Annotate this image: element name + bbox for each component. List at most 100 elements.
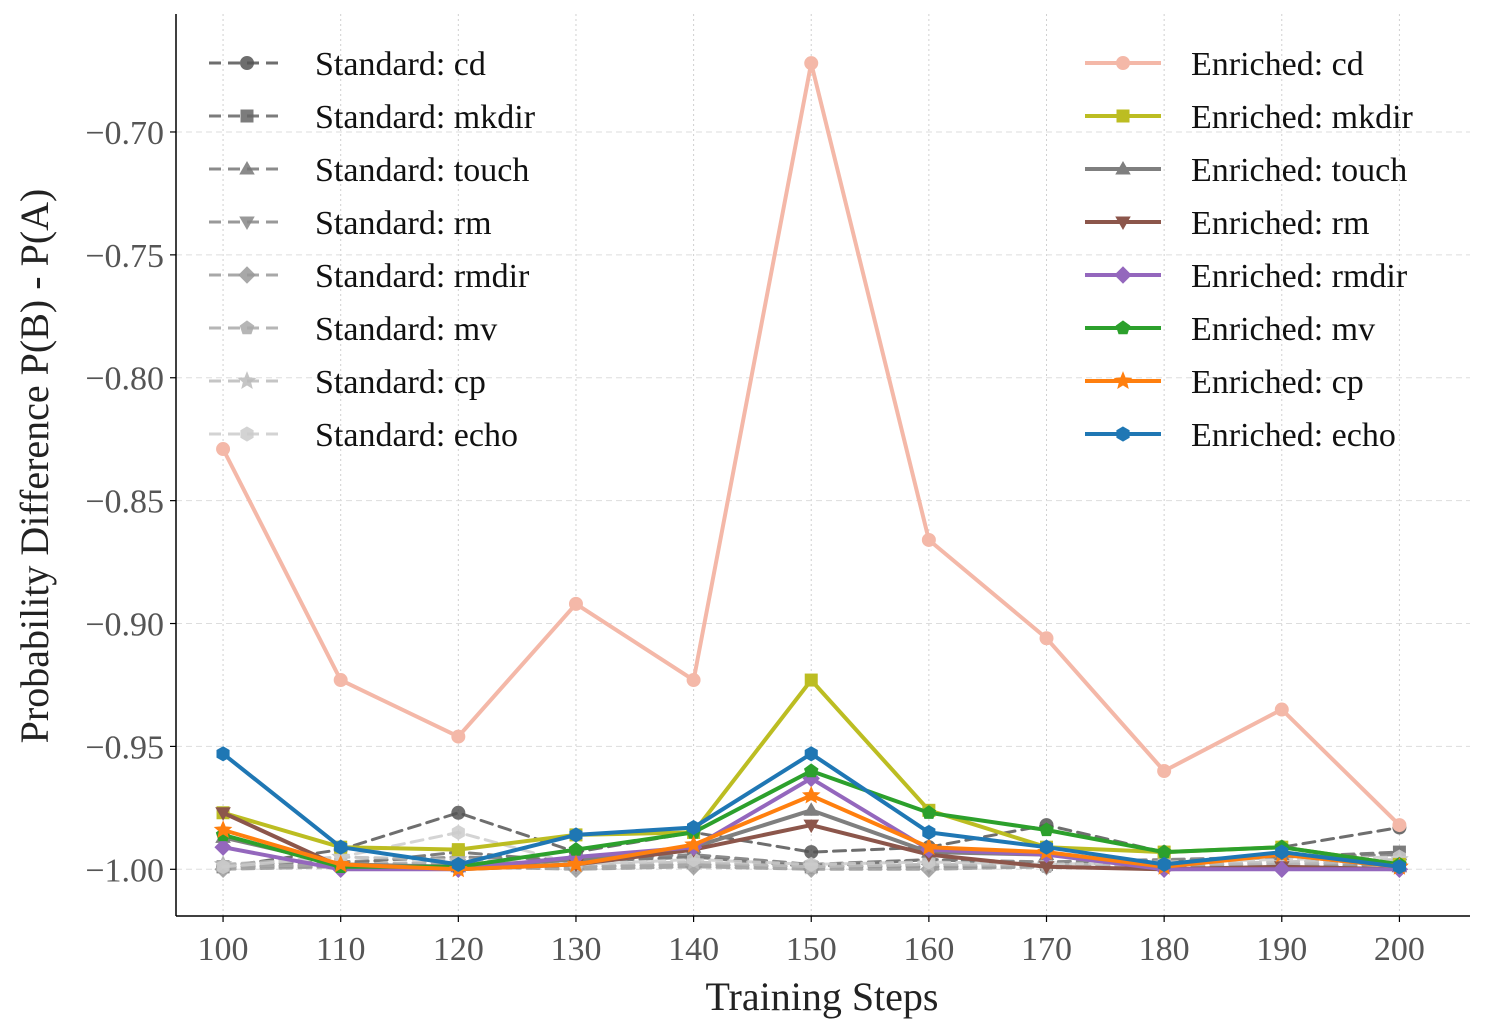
- data-point-enriched-echo: [569, 827, 583, 843]
- data-point-enriched-echo: [1157, 856, 1171, 872]
- legend-marker-enriched-cp: [1113, 371, 1133, 389]
- data-point-enriched-cp: [566, 854, 586, 873]
- legend-label: Enriched: touch: [1191, 152, 1407, 189]
- data-point-enriched-cd: [804, 56, 819, 71]
- legend-item-enriched-rm: Enriched: rm: [1085, 205, 1369, 242]
- legend-item-standard-cd: Standard: cd: [209, 46, 486, 83]
- legend-item-enriched-mv: Enriched: mv: [1085, 311, 1375, 348]
- data-point-enriched-mv: [921, 805, 937, 819]
- legend-item-standard-touch: Standard: touch: [209, 152, 529, 189]
- data-point-enriched-mv: [804, 763, 819, 778]
- legend-label: Enriched: mv: [1191, 311, 1375, 348]
- enriched-series-group: [213, 56, 1409, 879]
- x-tick-label: 150: [786, 931, 837, 968]
- y-axis-title: Probability Difference P(B) - P(A): [12, 189, 57, 744]
- data-point-enriched-mv: [568, 841, 584, 856]
- data-point-standard-echo: [804, 856, 818, 872]
- y-tick-label: −0.95: [85, 729, 164, 766]
- data-point-enriched-mv: [1039, 822, 1054, 837]
- legend-marker-standard-echo: [240, 426, 254, 442]
- series-enriched-echo: [216, 746, 1406, 875]
- x-tick-label: 140: [668, 931, 719, 968]
- legend-item-enriched-touch: Enriched: touch: [1085, 152, 1407, 189]
- legend-label: Standard: echo: [315, 417, 518, 454]
- data-point-enriched-mkdir: [451, 843, 465, 857]
- x-axis-title: Training Steps: [705, 974, 938, 1019]
- series-line-standard-cd: [221, 811, 1401, 869]
- legend-label: Enriched: rmdir: [1191, 258, 1408, 295]
- data-point-enriched-echo: [1275, 844, 1289, 860]
- legend-item-standard-rm: Standard: rm: [209, 205, 492, 242]
- legend-label: Standard: cd: [315, 46, 486, 83]
- x-tick-label: 100: [198, 931, 249, 968]
- legend-label: Standard: cp: [315, 364, 486, 401]
- legend-marker-standard-rm: [239, 216, 255, 231]
- data-point-standard-echo: [216, 859, 230, 875]
- legend-marker-standard-mv: [239, 320, 255, 335]
- legend-marker-standard-rmdir: [238, 266, 256, 284]
- legend-marker-enriched-mkdir: [1116, 109, 1130, 123]
- data-point-enriched-echo: [687, 819, 701, 836]
- legend-label: Standard: mv: [315, 311, 497, 348]
- data-point-enriched-cd: [1157, 763, 1172, 778]
- data-point-enriched-rm: [803, 819, 820, 834]
- legend-item-enriched-cd: Enriched: cd: [1085, 46, 1364, 83]
- legend-marker-standard-cp: [237, 371, 257, 389]
- data-point-enriched-cp: [213, 820, 233, 838]
- x-tick-label: 170: [1021, 931, 1072, 968]
- legend-marker-enriched-mv: [1115, 320, 1131, 335]
- data-point-enriched-cp: [801, 785, 821, 804]
- legend-label: Standard: rmdir: [315, 258, 530, 295]
- legend-marker-standard-cd: [240, 56, 254, 70]
- data-point-enriched-cd: [568, 596, 583, 611]
- y-tick-label: −0.75: [85, 238, 164, 275]
- y-tick-label: −0.70: [85, 115, 164, 152]
- legend-label: Enriched: cd: [1191, 46, 1364, 83]
- data-point-enriched-cd: [451, 729, 466, 744]
- data-point-enriched-cp: [331, 854, 351, 873]
- x-tick-label: 130: [550, 931, 601, 968]
- data-point-enriched-mkdir: [804, 673, 818, 687]
- legend-item-standard-echo: Standard: echo: [209, 417, 518, 454]
- x-tick-label: 180: [1139, 931, 1190, 968]
- data-point-enriched-cd: [686, 673, 701, 688]
- x-tick-label: 110: [316, 931, 366, 968]
- data-point-enriched-echo: [922, 824, 936, 840]
- legend-label: Standard: mkdir: [315, 99, 536, 136]
- data-point-enriched-echo: [216, 746, 230, 762]
- data-point-enriched-echo: [451, 856, 465, 872]
- x-tick-label: 160: [903, 931, 954, 968]
- y-tick-label: −0.90: [85, 607, 164, 644]
- data-point-enriched-rm: [215, 807, 231, 821]
- legend-marker-enriched-rm: [1115, 216, 1131, 231]
- x-tick-label: 200: [1374, 931, 1425, 968]
- data-point-enriched-rmdir: [1273, 860, 1291, 879]
- data-point-enriched-cd: [1039, 631, 1054, 646]
- legends: Standard: cd Standard: mkdir Standard: tou…: [209, 46, 1414, 454]
- data-point-enriched-cd: [333, 673, 348, 688]
- legend-marker-enriched-rmdir: [1114, 266, 1132, 284]
- data-point-enriched-echo: [334, 839, 348, 855]
- legend-standard: Standard: cd Standard: mkdir Standard: tou…: [209, 46, 536, 454]
- legend-item-standard-mv: Standard: mv: [209, 311, 497, 348]
- data-point-standard-cd: [451, 805, 466, 820]
- legend-label: Enriched: mkdir: [1191, 99, 1414, 136]
- legend-item-standard-mkdir: Standard: mkdir: [209, 99, 536, 136]
- data-point-enriched-echo: [804, 746, 818, 762]
- data-point-enriched-cd: [1392, 818, 1407, 833]
- data-point-enriched-echo: [1039, 839, 1054, 855]
- legend-item-enriched-rmdir: Enriched: rmdir: [1085, 258, 1408, 295]
- y-tick-label: −0.80: [85, 361, 164, 398]
- data-point-standard-echo: [451, 824, 465, 840]
- x-tick-label: 120: [433, 931, 484, 968]
- legend-enriched: Enriched: cd Enriched: mkdir Enriched: tou…: [1085, 46, 1414, 454]
- legend-label: Standard: rm: [315, 205, 492, 242]
- data-point-enriched-echo: [1392, 859, 1406, 875]
- legend-marker-enriched-touch: [1115, 160, 1131, 175]
- data-point-standard-echo: [687, 851, 701, 868]
- series-enriched-cd: [216, 56, 1407, 833]
- legend-item-enriched-cp: Enriched: cp: [1085, 364, 1364, 401]
- y-tick-label: −0.85: [85, 484, 164, 521]
- legend-marker-standard-touch: [239, 160, 255, 175]
